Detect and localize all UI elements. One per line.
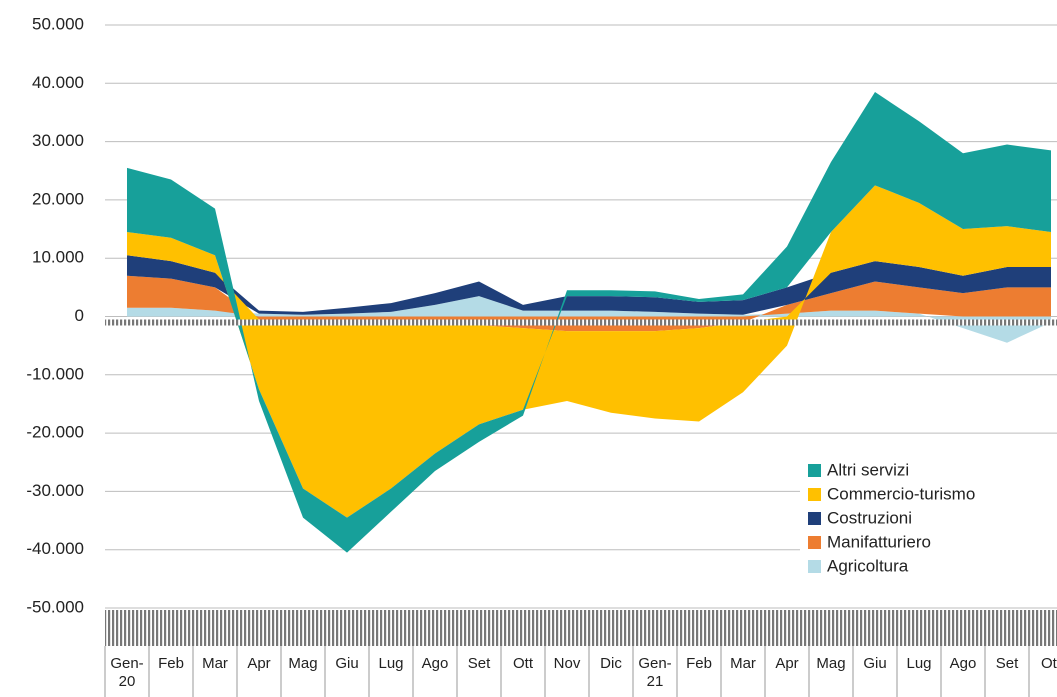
x-tick-label: Lug [378,655,404,672]
x-tick-label: Apr [247,655,271,672]
y-tick-label: -30.000 [26,481,84,500]
legend-swatch [808,560,821,573]
x-tick-label: Ago [949,655,977,672]
legend-label: Costruzioni [827,508,912,527]
y-tick-label: 10.000 [32,248,84,267]
x-tick-label: Mag [288,655,318,672]
x-tick-label: Giu [863,655,887,672]
x-tick-label: Ott [1040,655,1057,672]
x-tick-label: Gen-21 [638,655,672,690]
y-tick-label: -20.000 [26,423,84,442]
y-tick-label: 40.000 [32,73,84,92]
x-tick-label: Set [467,655,491,672]
x-tick-label: Dic [600,655,622,672]
x-tick-label: Apr [775,655,799,672]
x-tick-label: Mar [730,655,756,672]
y-tick-label: -50.000 [26,597,84,616]
legend-swatch [808,512,821,525]
x-tick-label: Ott [512,655,533,672]
area [127,92,1051,553]
x-tick-label: Feb [686,655,712,672]
legend-swatch [808,488,821,501]
y-tick-label: 20.000 [32,189,84,208]
legend-label: Agricoltura [827,556,909,575]
y-tick-label: 30.000 [32,131,84,150]
area [127,275,1051,332]
legend-swatch [808,536,821,549]
x-tick-label: Set [995,655,1019,672]
y-tick-label: -40.000 [26,539,84,558]
legend-box [800,458,1057,586]
x-tick-label: Lug [906,655,932,672]
y-tick-label: -10.000 [26,364,84,383]
legend-label: Altri servizi [827,460,909,479]
axis-strip [105,610,1057,646]
x-tick-label: Ago [421,655,449,672]
x-tick-label: Feb [158,655,184,672]
zero-axis-ticks [105,319,1057,326]
y-tick-label: 50.000 [32,14,84,33]
legend-label: Manifatturiero [827,532,931,551]
x-tick-label: Gen-20 [110,655,144,690]
legend-label: Commercio-turismo [827,484,975,503]
legend-swatch [808,464,821,477]
x-tick-label: Mag [816,655,846,672]
x-tick-label: Nov [553,655,581,672]
x-tick-label: Mar [202,655,228,672]
area [127,255,1051,315]
y-tick-label: 0 [75,306,84,325]
area [127,185,1051,518]
x-tick-label: Giu [335,655,359,672]
